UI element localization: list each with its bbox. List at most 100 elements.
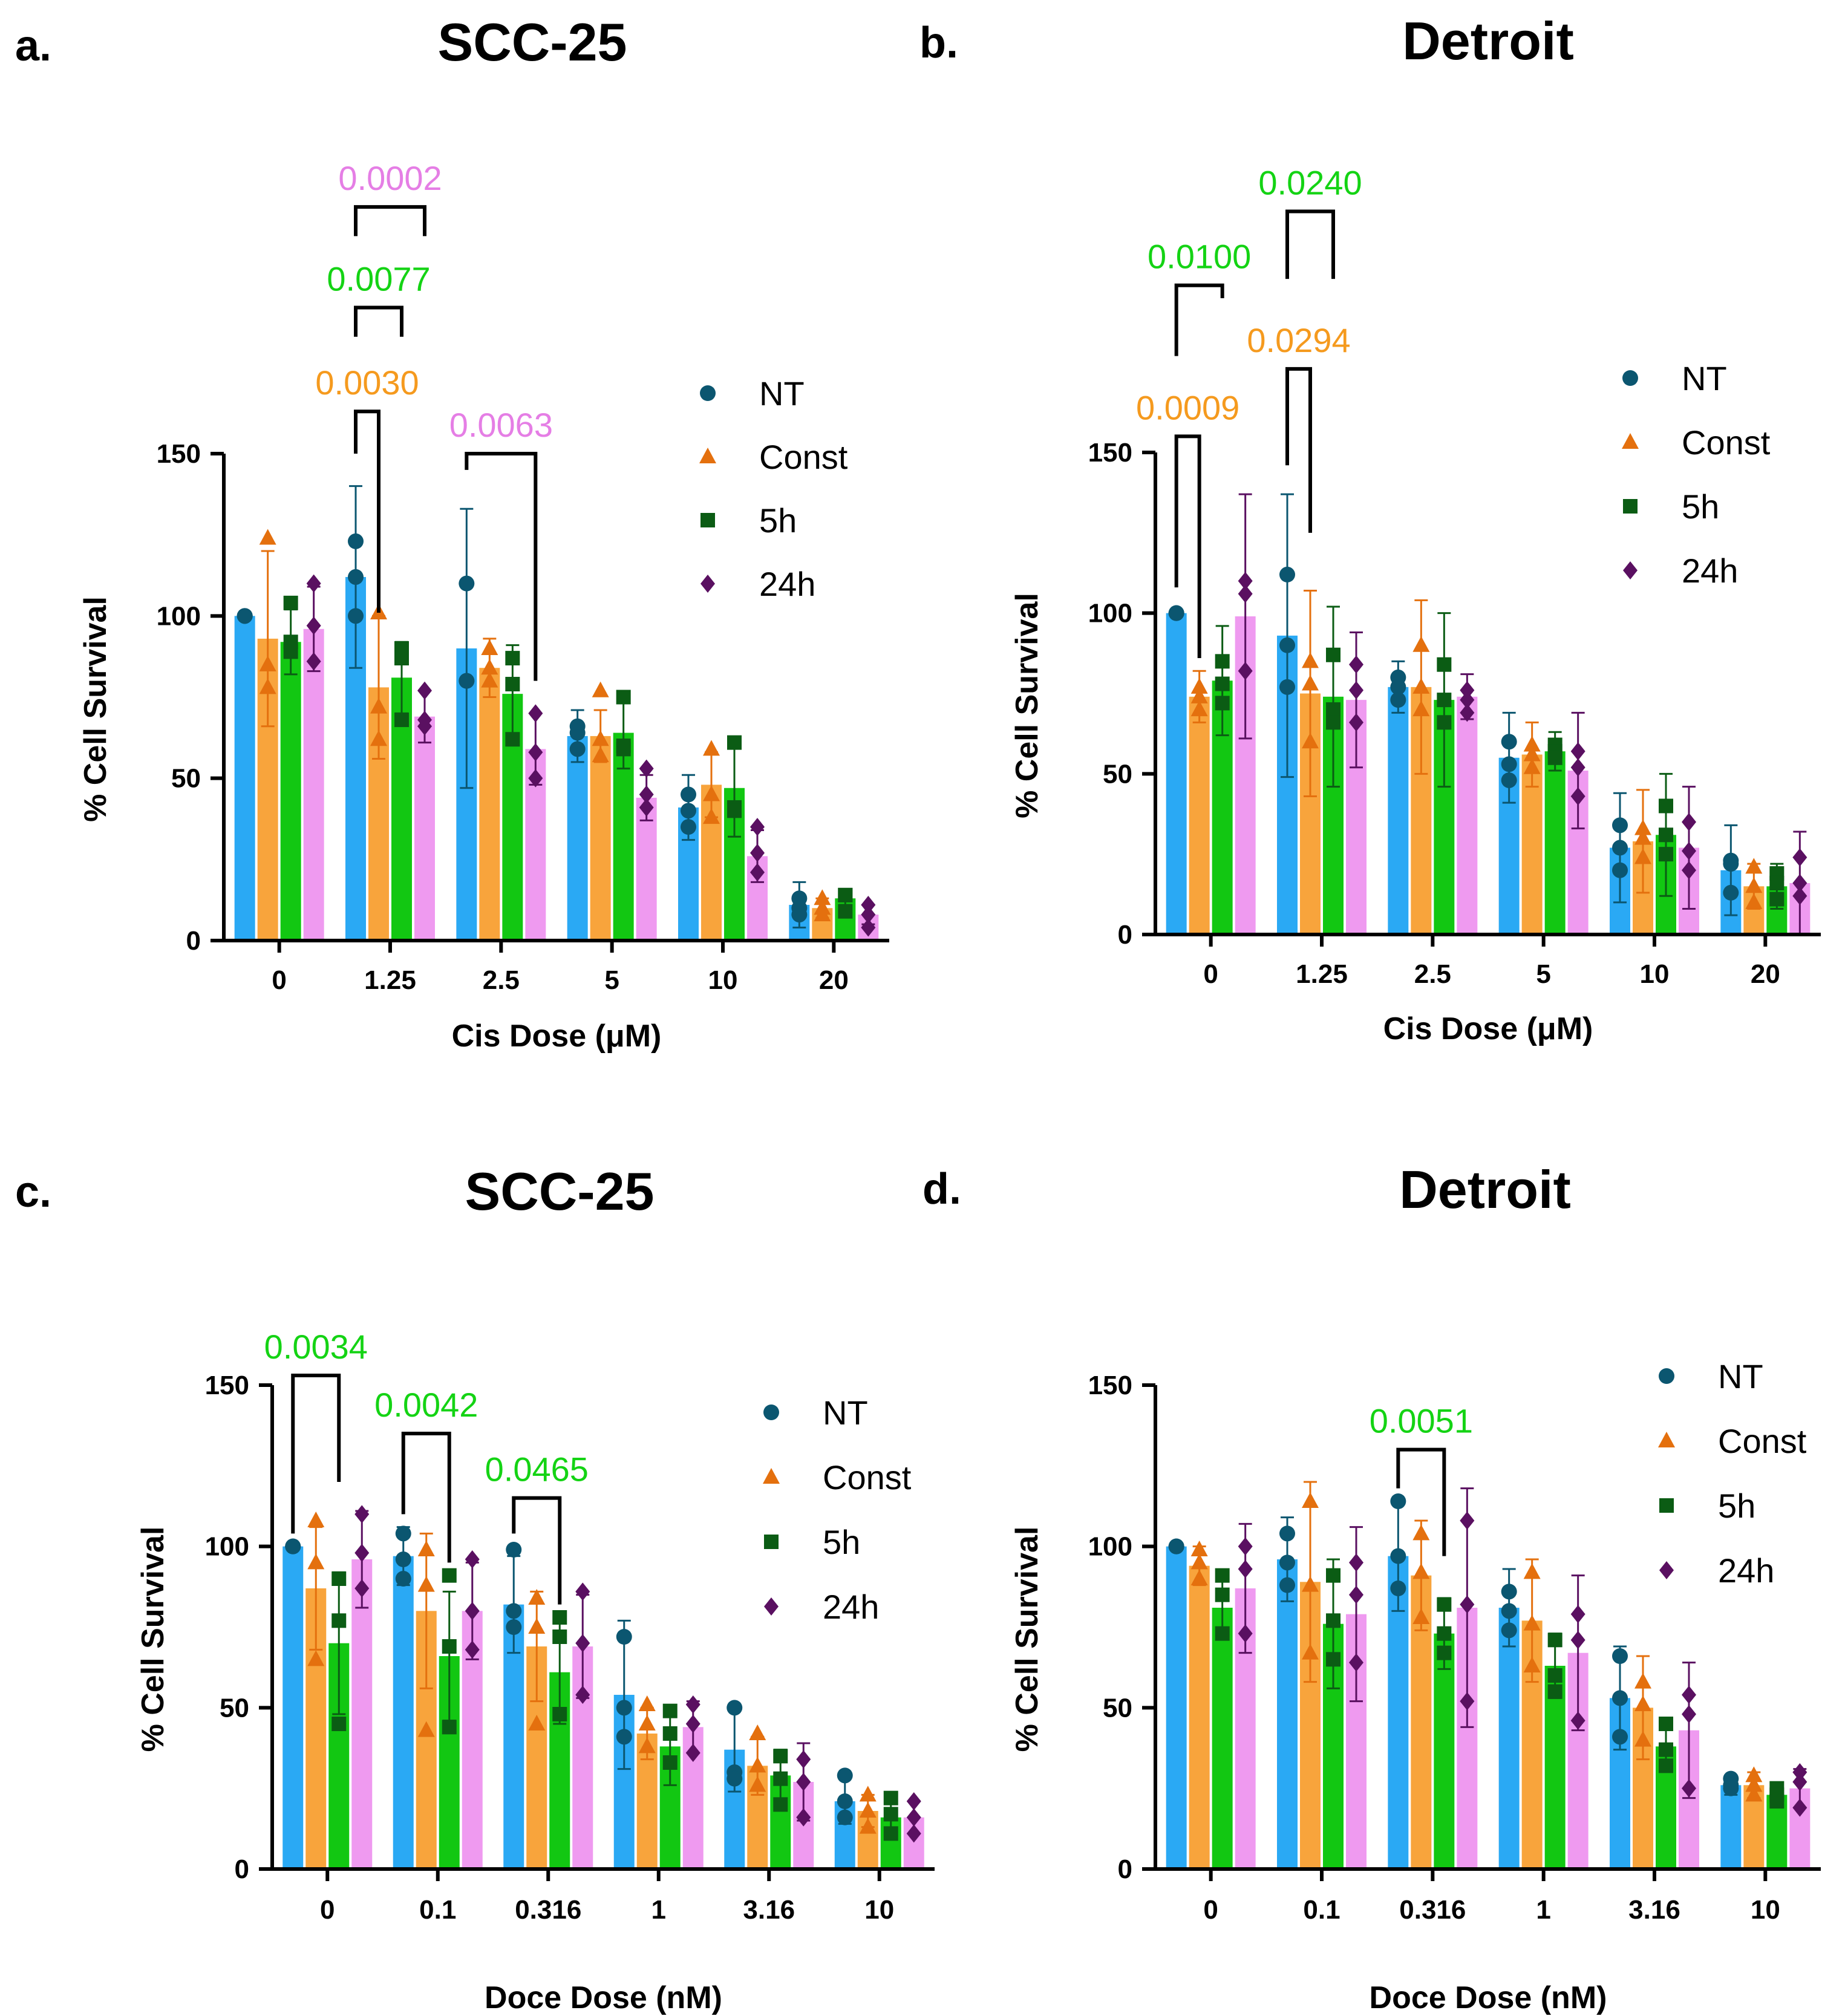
point-5h [727, 735, 742, 750]
legend-marker-const [699, 448, 716, 463]
point-5h [1547, 1668, 1563, 1683]
point-24h [1460, 703, 1475, 722]
bar-nt-1 [1277, 1559, 1298, 1869]
legend-label: NT [1718, 1357, 1763, 1395]
point-5h [838, 887, 853, 902]
point-24h [1792, 1773, 1807, 1791]
point-nt [1279, 1525, 1295, 1542]
point-const [592, 730, 609, 746]
point-5h [838, 904, 853, 919]
point-const [1745, 1766, 1763, 1783]
point-nt [681, 819, 696, 835]
panel-label: c. [15, 1168, 51, 1216]
point-nt [1723, 1780, 1739, 1796]
point-24h [528, 769, 543, 788]
x-tick-label: 0.316 [1399, 1895, 1466, 1925]
point-5h [505, 677, 520, 692]
point-5h [1437, 693, 1452, 708]
x-axis-title: Doce Dose (nM) [485, 1980, 722, 2015]
point-nt [569, 741, 586, 757]
significance-bracket: 0.0002 [338, 159, 442, 237]
y-axis-title: % Cell Survival [136, 1527, 171, 1752]
point-const [307, 1650, 325, 1666]
point-5h [773, 1749, 788, 1764]
bar-5h-0 [1212, 1608, 1233, 1869]
point-const [814, 905, 831, 922]
y-tick-label: 50 [171, 764, 201, 794]
point-const [370, 730, 387, 746]
x-tick-label: 5 [604, 965, 619, 995]
chart-title: Detroit [1399, 1160, 1571, 1219]
x-tick-label: 0 [1203, 1895, 1218, 1925]
point-nt [1723, 856, 1739, 872]
point-nt [1501, 1603, 1517, 1619]
point-const [1190, 677, 1208, 694]
point-nt [1279, 1577, 1295, 1593]
point-24h [685, 1744, 700, 1762]
point-nt [1501, 1622, 1517, 1639]
significance-bracket: 0.0030 [315, 364, 419, 613]
legend-label: NT [823, 1394, 868, 1432]
point-24h [417, 681, 432, 700]
point-nt [395, 1571, 411, 1587]
bar-24h-0 [303, 628, 324, 941]
y-tick-label: 50 [1103, 1693, 1132, 1723]
point-24h [639, 798, 654, 817]
point-24h [1349, 1553, 1363, 1572]
x-axis-title: Doce Dose (nM) [1370, 1980, 1607, 2015]
point-const [703, 808, 720, 824]
point-24h [306, 574, 321, 593]
point-const [528, 1618, 546, 1634]
legend-label: 5h [1682, 488, 1719, 526]
point-5h [1659, 1717, 1673, 1731]
point-5h [1326, 1652, 1340, 1667]
error-bar [261, 550, 275, 728]
legend-marker-24h [700, 575, 715, 593]
chart-title: SCC-25 [465, 1161, 655, 1221]
point-5h [662, 1703, 678, 1718]
point-24h [1238, 1624, 1253, 1643]
point-const [749, 1776, 766, 1792]
error-bar [460, 507, 474, 789]
point-24h [306, 652, 321, 671]
x-tick-label: 0.316 [515, 1895, 581, 1925]
point-24h [750, 818, 765, 837]
point-nt [616, 1629, 632, 1645]
point-24h [685, 1695, 700, 1714]
y-tick-label: 0 [1118, 1855, 1132, 1884]
point-nt [569, 725, 586, 741]
point-5h [1769, 1794, 1785, 1809]
point-const [1190, 1553, 1208, 1570]
point-5h [1659, 1742, 1673, 1757]
significance-bracket: 0.0051 [1370, 1402, 1473, 1556]
panel-label: d. [922, 1165, 961, 1213]
point-const [259, 655, 276, 671]
bar-const-0 [1189, 696, 1210, 935]
legend-label: Const [823, 1458, 912, 1496]
point-24h [1792, 873, 1807, 892]
error-bar [1238, 493, 1252, 740]
legend-label: NT [1682, 359, 1727, 397]
point-const [859, 1786, 877, 1802]
point-24h [1682, 841, 1696, 860]
p-value-label: 0.0240 [1258, 164, 1362, 202]
y-axis-title: % Cell Survival [78, 596, 113, 822]
p-value-label: 0.0002 [338, 159, 442, 197]
x-axis-title: Cis Dose (μM) [452, 1019, 662, 1054]
bar-24h-3 [636, 797, 657, 941]
point-24h [1238, 572, 1253, 590]
point-5h [1215, 696, 1230, 711]
point-const [1302, 1643, 1319, 1660]
point-24h [906, 1808, 921, 1827]
point-5h [442, 1568, 457, 1583]
p-value-label: 0.0030 [315, 364, 419, 402]
point-5h [394, 651, 409, 666]
legend-label: 5h [759, 501, 797, 540]
point-const [1302, 1576, 1319, 1592]
point-const [1745, 1776, 1763, 1792]
point-5h [1326, 702, 1340, 717]
p-value-label: 0.0009 [1136, 388, 1239, 426]
point-5h [442, 1720, 457, 1735]
point-const [1745, 1786, 1763, 1802]
point-const [528, 1589, 546, 1605]
